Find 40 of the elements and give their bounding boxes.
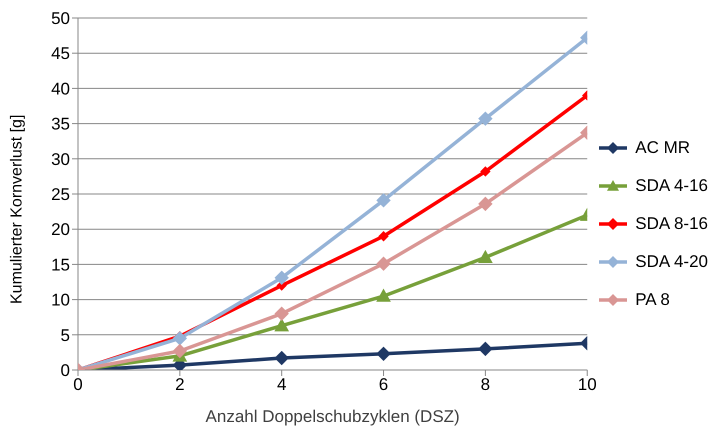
point: [376, 256, 391, 271]
point: [172, 331, 187, 346]
legend-label: SDA 4-20: [635, 252, 708, 272]
point: [274, 351, 289, 366]
point: [478, 196, 492, 211]
point: [478, 112, 492, 126]
y-tick-label: 5: [60, 326, 70, 345]
point: [274, 318, 289, 332]
y-tick-label: 15: [51, 255, 70, 274]
legend-label: PA 8: [635, 290, 670, 310]
legend-label: SDA 8-16: [635, 214, 708, 234]
point: [480, 166, 490, 176]
x-axis-title: Anzahl Doppelschubzyklen (DSZ): [206, 407, 460, 426]
y-tick-label: 30: [51, 150, 70, 169]
y-tick-label: 45: [51, 44, 70, 64]
x-tick-label: 10: [578, 375, 597, 394]
point: [478, 342, 492, 356]
y-tick-label: 10: [51, 290, 70, 310]
point: [274, 306, 289, 321]
point: [172, 344, 187, 358]
x-tick-label: 8: [480, 375, 490, 394]
point: [274, 270, 289, 285]
x-tick-label: 4: [276, 375, 286, 394]
point: [376, 289, 391, 302]
point: [478, 250, 492, 264]
x-tick-label: 0: [73, 375, 83, 394]
y-tick-label: 25: [51, 185, 70, 204]
y-tick-label: 35: [51, 114, 70, 134]
x-tick-label: 6: [378, 375, 388, 394]
point: [376, 193, 391, 208]
y-tick-label: 40: [51, 79, 70, 98]
y-tick-label: 0: [60, 361, 70, 380]
point: [378, 231, 389, 242]
legend-label: AC MR: [635, 138, 690, 158]
y-tick-label: 20: [51, 220, 70, 240]
y-axis-title: Kumulierter Kornverlust [g]: [8, 114, 26, 304]
point: [376, 346, 391, 361]
y-tick-label: 50: [51, 9, 70, 28]
x-tick-label: 2: [175, 375, 185, 394]
legend-label: SDA 4-16: [635, 176, 708, 196]
